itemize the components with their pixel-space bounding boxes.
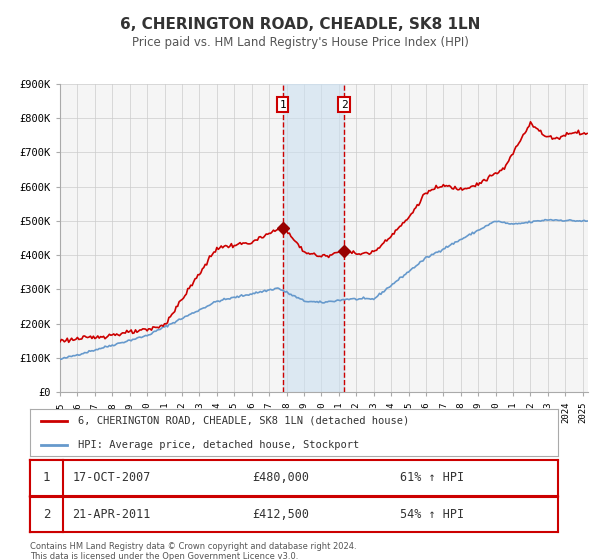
Text: 21-APR-2011: 21-APR-2011 <box>72 508 151 521</box>
Text: 2: 2 <box>341 100 347 110</box>
Text: Price paid vs. HM Land Registry's House Price Index (HPI): Price paid vs. HM Land Registry's House … <box>131 36 469 49</box>
Text: 1: 1 <box>280 100 286 110</box>
Bar <box>283 84 344 392</box>
Text: £412,500: £412,500 <box>252 508 309 521</box>
Text: 6, CHERINGTON ROAD, CHEADLE, SK8 1LN: 6, CHERINGTON ROAD, CHEADLE, SK8 1LN <box>120 17 480 32</box>
Text: 54% ↑ HPI: 54% ↑ HPI <box>400 508 464 521</box>
Text: Contains HM Land Registry data © Crown copyright and database right 2024.
This d: Contains HM Land Registry data © Crown c… <box>30 542 356 560</box>
Text: £480,000: £480,000 <box>252 472 309 484</box>
Text: HPI: Average price, detached house, Stockport: HPI: Average price, detached house, Stoc… <box>77 440 359 450</box>
Text: 17-OCT-2007: 17-OCT-2007 <box>72 472 151 484</box>
Text: 1: 1 <box>43 472 50 484</box>
Text: 6, CHERINGTON ROAD, CHEADLE, SK8 1LN (detached house): 6, CHERINGTON ROAD, CHEADLE, SK8 1LN (de… <box>77 416 409 426</box>
Text: 2: 2 <box>43 508 50 521</box>
Text: 61% ↑ HPI: 61% ↑ HPI <box>400 472 464 484</box>
